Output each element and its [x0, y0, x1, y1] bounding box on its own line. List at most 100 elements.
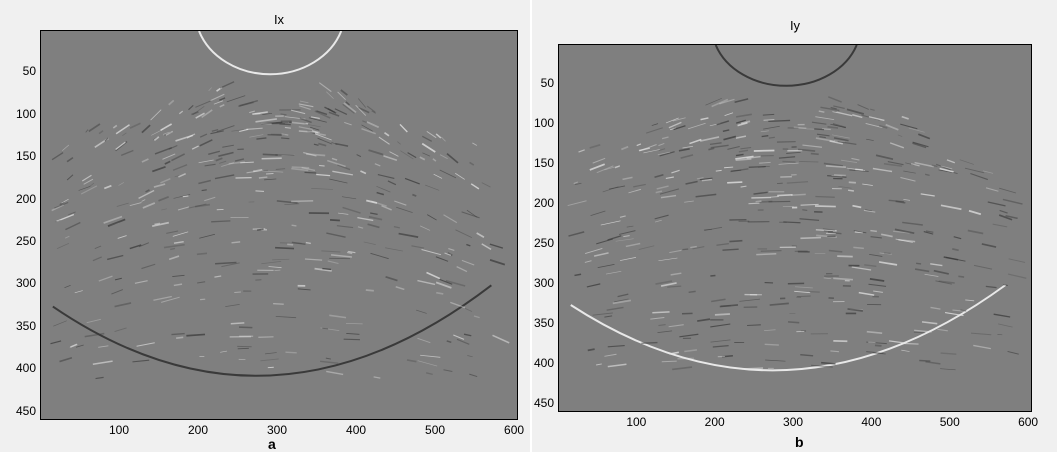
y-tick-label: 100	[533, 116, 554, 130]
texture-streak	[172, 164, 188, 171]
texture-streak	[985, 187, 999, 192]
texture-streak	[600, 220, 621, 226]
texture-streak	[973, 344, 991, 350]
texture-streak	[852, 114, 863, 119]
texture-streak	[636, 143, 642, 147]
texture-streak	[873, 290, 883, 293]
texture-streak	[50, 340, 62, 345]
y-tick-label: 300	[15, 276, 36, 291]
texture-streak	[368, 215, 383, 221]
texture-streak	[426, 271, 441, 280]
texture-streak	[738, 149, 749, 153]
texture-streak	[866, 351, 884, 354]
texture-streak	[735, 153, 744, 157]
texture-streak	[660, 194, 677, 199]
texture-streak	[154, 146, 173, 155]
texture-streak	[857, 104, 869, 110]
texture-streak	[132, 359, 150, 363]
texture-streak	[793, 126, 815, 130]
texture-streak	[699, 136, 720, 142]
texture-streak	[757, 165, 770, 168]
texture-streak	[568, 231, 585, 237]
texture-streak	[737, 122, 748, 127]
texture-streak	[152, 166, 166, 173]
texture-streak	[425, 372, 433, 376]
texture-streak	[215, 157, 223, 162]
texture-streak	[74, 290, 83, 294]
texture-streak	[912, 142, 927, 149]
texture-streak	[883, 162, 903, 167]
y-tick-label: 100	[15, 106, 36, 121]
texture-streak	[371, 110, 377, 114]
texture-streak	[419, 225, 431, 231]
texture-streak	[216, 86, 223, 92]
texture-streak	[615, 238, 634, 242]
texture-streak	[129, 202, 142, 207]
texture-streak	[261, 121, 283, 125]
texture-streak	[492, 334, 510, 344]
texture-streak	[362, 120, 379, 128]
texture-streak	[70, 343, 78, 348]
texture-streak	[56, 242, 70, 249]
texture-streak	[940, 352, 957, 355]
texture-streak	[439, 278, 453, 285]
texture-streak	[199, 233, 216, 239]
texture-streak	[221, 162, 235, 167]
texture-streak	[910, 163, 920, 167]
texture-streak	[315, 133, 332, 141]
texture-streak	[589, 144, 601, 149]
texture-streak	[325, 357, 331, 360]
texture-streak	[95, 376, 104, 380]
texture-streak	[211, 220, 231, 223]
texture-streak	[703, 228, 713, 231]
texture-streak	[695, 193, 717, 198]
texture-streak	[164, 160, 171, 165]
texture-streak	[395, 286, 405, 291]
texture-streak	[361, 128, 376, 135]
texture-streak	[436, 291, 444, 295]
texture-streak	[574, 273, 582, 277]
x-tick-label: 400	[861, 415, 882, 429]
texture-streak	[847, 189, 855, 192]
texture-streak	[298, 126, 313, 131]
texture-streak	[201, 109, 213, 119]
texture-streak	[141, 199, 146, 202]
texture-streak	[609, 185, 626, 190]
texture-streak	[276, 200, 298, 204]
texture-streak	[838, 186, 852, 189]
texture-streak	[810, 152, 819, 156]
texture-streak	[912, 141, 929, 148]
texture-streak	[399, 123, 408, 133]
texture-streak	[869, 277, 885, 282]
texture-streak	[759, 161, 771, 164]
texture-streak	[138, 242, 150, 248]
texture-streak	[363, 241, 376, 246]
texture-streak	[176, 336, 184, 340]
texture-streak	[668, 121, 682, 129]
texture-streak	[740, 185, 747, 188]
texture-streak	[298, 103, 314, 108]
texture-streak	[150, 109, 162, 121]
texture-streak	[654, 173, 664, 178]
texture-streak	[741, 367, 764, 370]
texture-streak	[722, 248, 739, 251]
texture-streak	[291, 121, 309, 125]
texture-streak	[830, 106, 837, 110]
texture-streak	[435, 133, 442, 139]
texture-streak	[822, 228, 835, 231]
texture-streak	[285, 351, 297, 354]
texture-streak	[262, 112, 273, 115]
texture-streak	[216, 125, 235, 133]
texture-streak	[787, 321, 800, 324]
texture-streak	[897, 134, 903, 137]
texture-streak	[85, 129, 89, 133]
texture-streak	[919, 359, 931, 362]
texture-streak	[700, 117, 709, 121]
texture-streak	[760, 250, 782, 252]
texture-streak	[51, 151, 64, 161]
texture-streak	[186, 333, 206, 337]
texture-streak	[54, 201, 69, 209]
texture-streak	[441, 136, 446, 142]
texture-streak	[151, 129, 164, 136]
texture-streak	[727, 145, 740, 150]
